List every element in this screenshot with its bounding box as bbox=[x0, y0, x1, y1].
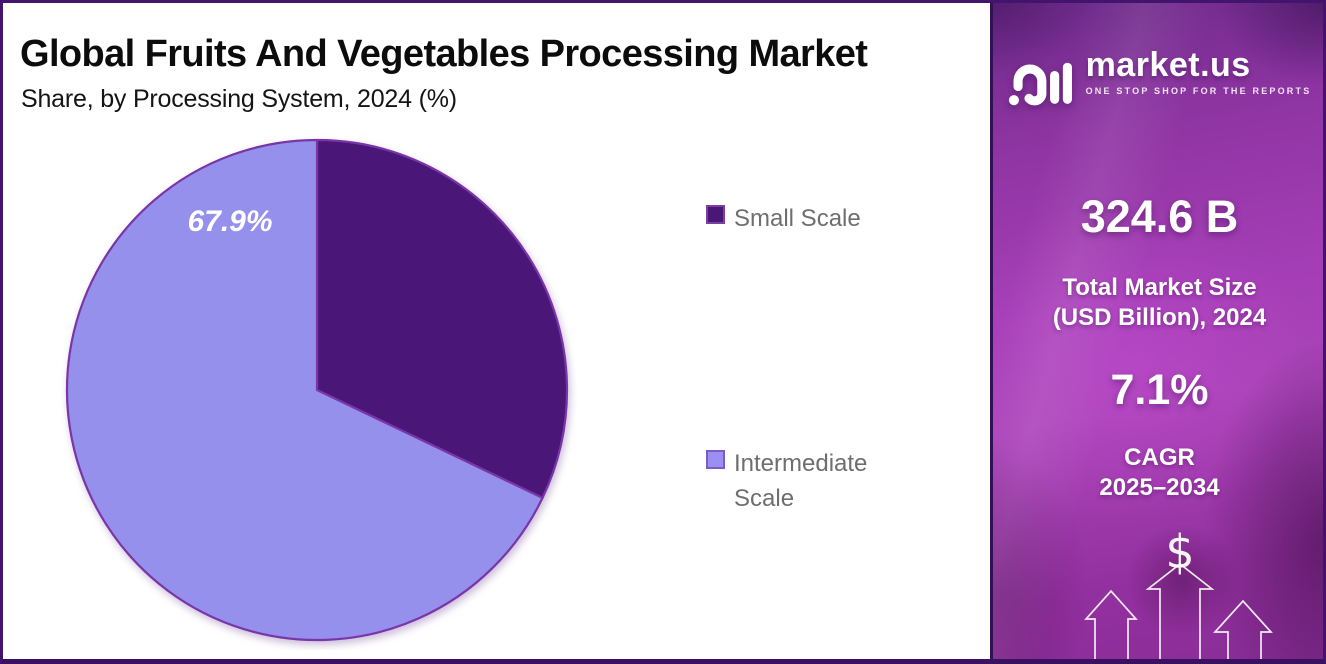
cagr-label-line2: 2025–2034 bbox=[1099, 474, 1220, 501]
growth-arrows-icon bbox=[1084, 562, 1273, 659]
legend-swatch-intermediate-scale bbox=[706, 450, 725, 469]
page-title: Global Fruits And Vegetables Processing … bbox=[20, 33, 868, 75]
market-size-label-line2: (USD Billion), 2024 bbox=[1052, 304, 1267, 331]
marketus-logo-icon bbox=[1008, 62, 1072, 106]
cagr-label-line1: CAGR bbox=[1124, 444, 1195, 471]
arrow-up-left bbox=[1084, 589, 1138, 659]
arrow-up-right bbox=[1213, 599, 1273, 659]
page-subtitle: Share, by Processing System, 2024 (%) bbox=[21, 85, 457, 113]
arrow-up-middle bbox=[1145, 562, 1215, 659]
legend-swatch-small-scale bbox=[706, 205, 725, 224]
legend-item-small-scale: Small Scale bbox=[706, 201, 909, 236]
pie-data-label: 67.9% bbox=[187, 205, 272, 238]
market-size-label-line1: Total Market Size bbox=[1062, 274, 1257, 301]
cagr-label: CAGR 2025–2034 bbox=[993, 443, 1323, 503]
brand-logo: market.us ONE STOP SHOP FOR THE REPORTS bbox=[993, 46, 1323, 109]
cagr-value: 7.1% bbox=[1110, 366, 1209, 414]
chart-legend: Small Scale Intermediate Scale bbox=[706, 3, 926, 659]
brand-name: market.us bbox=[1085, 46, 1251, 84]
legend-label: Small Scale bbox=[734, 205, 861, 232]
market-size-label: Total Market Size (USD Billion), 2024 bbox=[993, 273, 1323, 333]
pie-slice-small-scale bbox=[315, 138, 569, 499]
legend-label: Intermediate Scale bbox=[734, 450, 868, 512]
market-size-value: 324.6 B bbox=[1080, 191, 1239, 242]
chart-area: Global Fruits And Vegetables Processing … bbox=[3, 3, 990, 659]
pie-chart: 67.9% bbox=[65, 138, 569, 642]
legend-item-intermediate-scale: Intermediate Scale bbox=[706, 446, 909, 516]
dollar-icon: $ bbox=[1165, 525, 1195, 579]
pie-slice-intermediate-scale bbox=[65, 138, 544, 642]
brand-tagline: ONE STOP SHOP FOR THE REPORTS bbox=[1085, 86, 1312, 96]
brand-sidebar: market.us ONE STOP SHOP FOR THE REPORTS … bbox=[990, 3, 1323, 659]
